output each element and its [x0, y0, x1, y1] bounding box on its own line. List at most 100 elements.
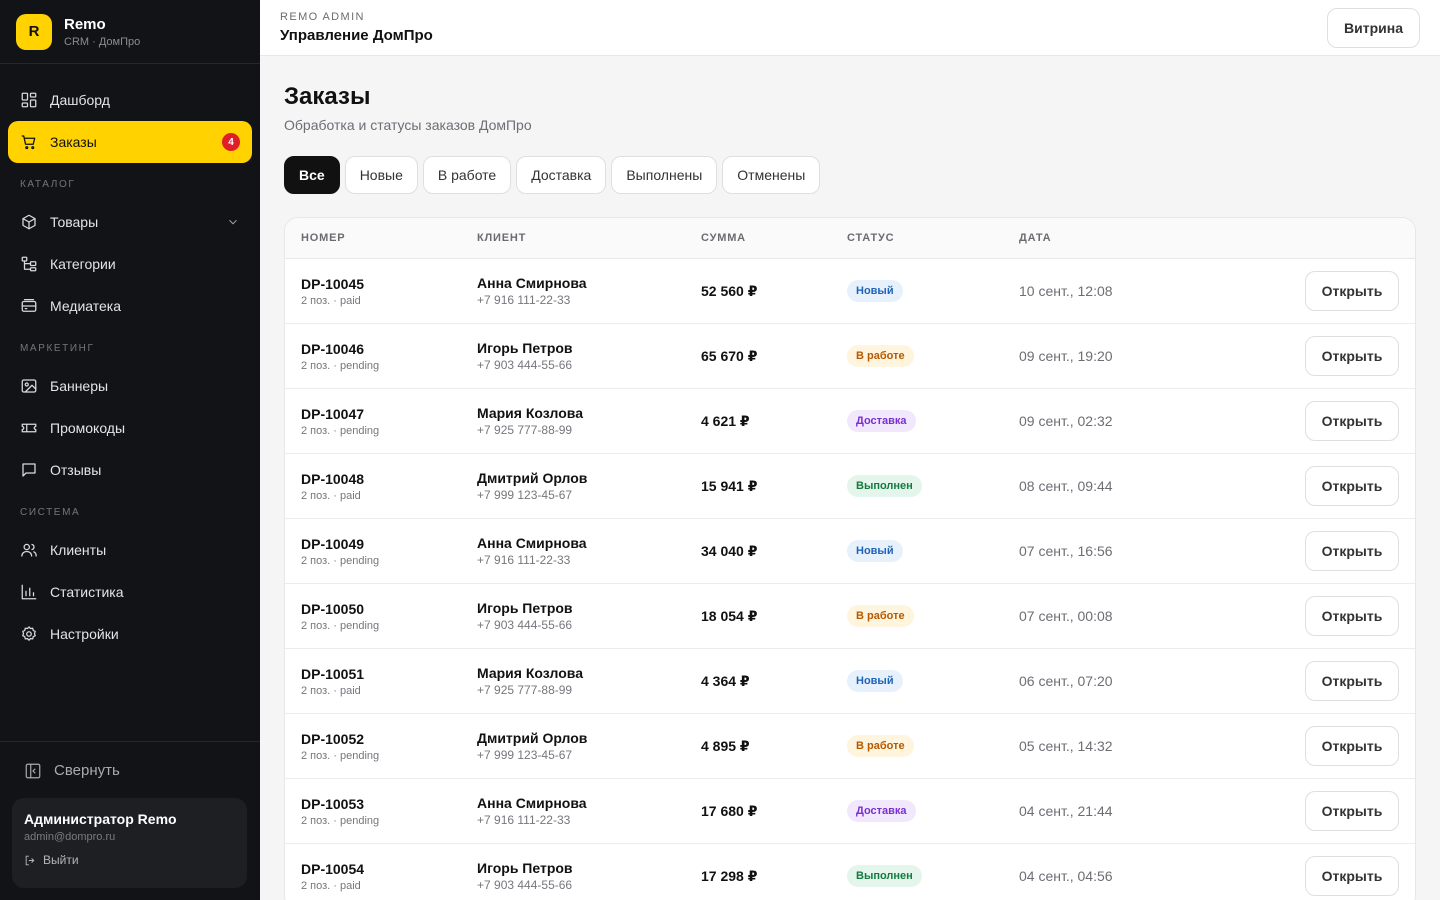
order-number[interactable]: DP-10053	[301, 795, 365, 812]
logout-button[interactable]: Выйти	[24, 853, 235, 867]
client-cell: Анна Смирнова +7 916 111-22-33	[477, 535, 587, 567]
open-order-button[interactable]: Открыть	[1305, 401, 1399, 441]
client-name: Игорь Петров	[477, 600, 573, 616]
order-number[interactable]: DP-10048	[301, 470, 365, 487]
message-icon	[20, 461, 38, 479]
order-number-cell: DP-10051 2 поз. · paid	[301, 666, 364, 697]
order-number[interactable]: DP-10046	[301, 340, 365, 357]
order-meta: 2 поз. · paid	[301, 879, 361, 892]
sidebar-item-settings[interactable]: Настройки	[8, 613, 252, 655]
order-sum: 4 621 ₽	[701, 412, 750, 429]
client-cell: Дмитрий Орлов +7 999 123-45-67	[477, 470, 587, 502]
table-row: DP-10049 2 поз. · pending Анна Смирнова +7 …	[285, 519, 1415, 584]
status-cell: Доставка	[847, 410, 916, 432]
open-order-button[interactable]: Открыть	[1305, 726, 1399, 766]
tab-all[interactable]: Все	[284, 156, 340, 194]
tab-new[interactable]: Новые	[344, 156, 418, 194]
user-card: Администратор Remo admin@dompro.ru Выйти	[12, 798, 247, 888]
open-order-button[interactable]: Открыть	[1305, 856, 1399, 896]
table-row: DP-10048 2 поз. · paid Дмитрий Орлов +7 999…	[285, 454, 1415, 519]
orders-table: НОМЕР КЛИЕНТ СУММА СТАТУС ДАТА DP-10045 2…	[284, 217, 1416, 900]
order-number-cell: DP-10052 2 поз. · pending	[301, 731, 379, 762]
status-badge: В работе	[847, 735, 914, 757]
sidebar-item-categories[interactable]: Категории	[8, 243, 252, 285]
open-order-button[interactable]: Открыть	[1305, 531, 1399, 571]
tab-cancelled[interactable]: Отменены	[722, 156, 821, 194]
client-name: Мария Козлова	[477, 665, 583, 681]
open-order-button[interactable]: Открыть	[1305, 466, 1399, 506]
tree-icon	[20, 255, 38, 273]
table-header: НОМЕР КЛИЕНТ СУММА СТАТУС ДАТА	[285, 218, 1415, 259]
page-title: Заказы	[284, 83, 371, 110]
order-number[interactable]: DP-10051	[301, 665, 365, 682]
client-phone: +7 916 111-22-33	[477, 813, 571, 827]
user-name: Администратор Remo	[24, 811, 177, 827]
sidebar-item-dashboard[interactable]: Дашборд	[8, 79, 252, 121]
status-tabs: Все Новые В работе Доставка Выполнены От…	[284, 156, 1416, 194]
table-row: DP-10047 2 поз. · pending Мария Козлова +7 …	[285, 389, 1415, 454]
table-row: DP-10051 2 поз. · paid Мария Козлова +7 925…	[285, 649, 1415, 714]
status-badge: Доставка	[847, 800, 916, 822]
order-number[interactable]: DP-10052	[301, 730, 365, 747]
header-kicker: REMO ADMIN	[280, 11, 365, 23]
orders-count-badge: 4	[222, 133, 240, 151]
order-meta: 2 поз. · pending	[301, 554, 380, 567]
status-cell: Выполнен	[847, 865, 922, 887]
page-subtitle: Обработка и статусы заказов ДомПро	[284, 117, 532, 133]
table-row: DP-10052 2 поз. · pending Дмитрий Орлов +7 …	[285, 714, 1415, 779]
order-date: 10 сент., 12:08	[1019, 283, 1113, 299]
open-order-button[interactable]: Открыть	[1305, 336, 1399, 376]
client-name: Дмитрий Орлов	[477, 470, 588, 486]
ticket-icon	[20, 419, 38, 437]
sidebar-item-products[interactable]: Товары	[8, 201, 252, 243]
sidebar-item-promocodes[interactable]: Промокоды	[8, 407, 252, 449]
order-meta: 2 поз. · pending	[301, 424, 380, 437]
user-email: admin@dompro.ru	[24, 831, 116, 843]
table-row: DP-10053 2 поз. · pending Анна Смирнова +7 …	[285, 779, 1415, 844]
order-number[interactable]: DP-10049	[301, 535, 365, 552]
tab-delivery[interactable]: Доставка	[516, 156, 607, 194]
client-cell: Игорь Петров +7 903 444-55-66	[477, 340, 573, 372]
sidebar-item-clients[interactable]: Клиенты	[8, 529, 252, 571]
order-number-cell: DP-10047 2 поз. · pending	[301, 406, 379, 437]
sidebar-item-media[interactable]: Медиатека	[8, 285, 252, 327]
image-icon	[20, 377, 38, 395]
open-order-button[interactable]: Открыть	[1305, 596, 1399, 636]
sidebar-item-label: Отзывы	[50, 462, 102, 478]
brand[interactable]: R Remo CRM · ДомПро	[0, 0, 260, 64]
status-cell: Новый	[847, 540, 903, 562]
client-name: Анна Смирнова	[477, 535, 587, 551]
sidebar-item-label: Товары	[50, 214, 99, 230]
order-date: 08 сент., 09:44	[1019, 478, 1113, 494]
collapse-sidebar-button[interactable]: Свернуть	[0, 741, 260, 799]
order-number[interactable]: DP-10047	[301, 405, 365, 422]
collapse-label: Свернуть	[54, 762, 120, 779]
tab-in-progress[interactable]: В работе	[422, 156, 512, 194]
status-badge: Новый	[847, 670, 903, 692]
order-number-cell: DP-10053 2 поз. · pending	[301, 796, 379, 827]
status-badge: Выполнен	[847, 475, 922, 497]
sidebar-item-reviews[interactable]: Отзывы	[8, 449, 252, 491]
chevron-down-icon[interactable]	[226, 215, 240, 229]
sidebar-item-banners[interactable]: Баннеры	[8, 365, 252, 407]
sidebar-item-label: Дашборд	[50, 92, 110, 108]
brand-logo: R	[16, 13, 52, 50]
status-cell: Новый	[847, 280, 903, 302]
open-order-button[interactable]: Открыть	[1305, 271, 1399, 311]
brand-subtitle: CRM · ДомПро	[64, 35, 141, 48]
order-sum: 65 670 ₽	[701, 347, 758, 364]
open-order-button[interactable]: Открыть	[1305, 791, 1399, 831]
sidebar-item-stats[interactable]: Статистика	[8, 571, 252, 613]
order-date: 09 сент., 02:32	[1019, 413, 1113, 429]
sidebar-item-orders[interactable]: Заказы 4	[8, 121, 252, 163]
order-number[interactable]: DP-10045	[301, 275, 365, 292]
open-order-button[interactable]: Открыть	[1305, 661, 1399, 701]
client-name: Игорь Петров	[477, 860, 573, 876]
tab-completed[interactable]: Выполнены	[611, 156, 718, 194]
storefront-button[interactable]: Витрина	[1327, 8, 1420, 48]
order-sum: 15 941 ₽	[701, 477, 758, 494]
table-row: DP-10045 2 поз. · paid Анна Смирнова +7 916…	[285, 259, 1415, 324]
order-number[interactable]: DP-10054	[301, 860, 365, 877]
status-badge: В работе	[847, 605, 914, 627]
order-number[interactable]: DP-10050	[301, 600, 365, 617]
